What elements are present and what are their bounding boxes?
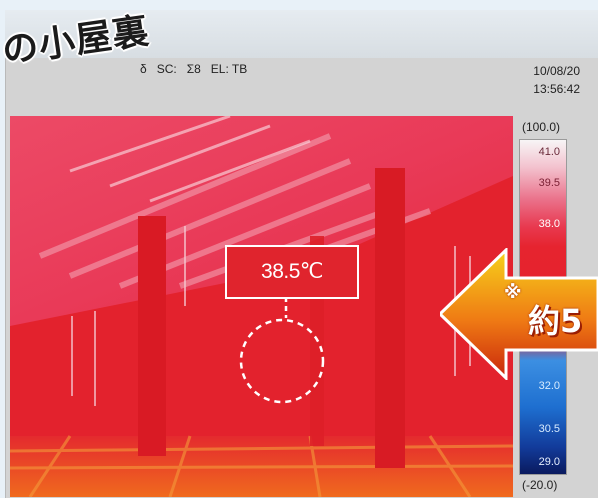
scale-tick: 30.5 xyxy=(538,423,560,435)
status-el: EL: TB xyxy=(210,62,248,76)
callout-arrow-icon xyxy=(440,248,598,380)
status-sc: SC: xyxy=(156,62,177,76)
scale-tick: 38.0 xyxy=(538,218,560,230)
temperature-reading: 38.5℃ xyxy=(225,245,359,299)
scale-tick: 29.0 xyxy=(538,456,560,468)
page-title: の小屋裏 xyxy=(0,10,152,72)
title-badge: の小屋裏 xyxy=(0,8,200,72)
scale-min-label: (-20.0) xyxy=(522,478,558,492)
time-text: 13:56:42 xyxy=(533,82,580,96)
scale-tick: 32.0 xyxy=(538,380,560,392)
callout-mark: ※ xyxy=(504,282,522,303)
date-text: 10/08/20 xyxy=(533,64,580,78)
status-line: δ SC: Σ8 EL: TB xyxy=(140,62,257,76)
callout-text: 約5 xyxy=(528,302,583,340)
thermal-image xyxy=(10,116,513,497)
scale-max-label: (100.0) xyxy=(522,120,561,134)
status-partial: δ xyxy=(140,62,147,76)
scale-tick: 39.5 xyxy=(538,177,560,189)
datetime: 10/08/20 13:56:42 xyxy=(533,62,580,98)
top-bar xyxy=(5,10,598,58)
status-sigma: Σ8 xyxy=(186,62,201,76)
scale-tick: 41.0 xyxy=(538,146,560,158)
